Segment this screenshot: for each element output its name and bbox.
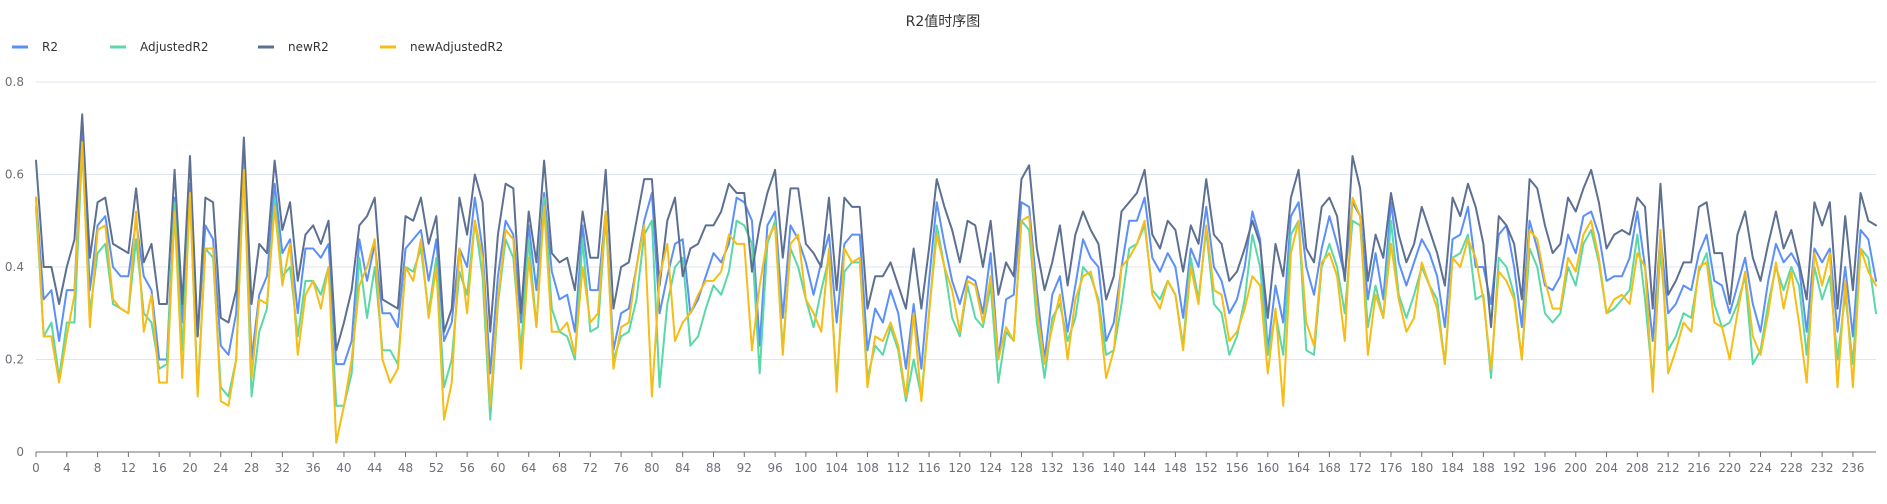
x-axis: 0 4 8 12 16 20 24 28 32 36 40 44 48 52 56 60 64 68 72 76 80 8… [32,451,1876,475]
x-tick-label: 204 [1595,461,1618,475]
x-tick-label: 140 [1102,461,1125,475]
y-tick-label: 0.8 [5,75,24,89]
x-tick-label: 24 [213,461,228,475]
x-tick-label: 56 [459,461,474,475]
x-tick-label: 144 [1133,461,1156,475]
series-line-newR2 [35,113,1877,352]
x-tick-label: 236 [1841,461,1864,475]
x-tick-label: 32 [275,461,290,475]
x-tick-label: 168 [1318,461,1341,475]
x-tick-label: 180 [1410,461,1433,475]
x-tick-label: 112 [887,461,910,475]
series-line-newAdjustedR2 [35,141,1877,444]
legend-label: AdjustedR2 [140,40,208,54]
x-tick-label: 200 [1564,461,1587,475]
x-tick-label: 120 [948,461,971,475]
x-tick-label: 92 [737,461,752,475]
legend-label: newAdjustedR2 [410,40,503,54]
chart-title: R2值时序图 [906,14,981,30]
legend-item-AdjustedR2[interactable]: AdjustedR2 [110,40,208,54]
legend-label: R2 [42,40,58,54]
x-tick-label: 12 [121,461,136,475]
x-tick-label: 116 [918,461,941,475]
legend: R2 AdjustedR2 newR2 newAdjustedR2 [12,40,503,54]
legend-label: newR2 [288,40,329,54]
legend-item-newR2[interactable]: newR2 [258,40,329,54]
x-tick-label: 152 [1195,461,1218,475]
y-tick-label: 0.2 [5,353,24,367]
y-tick-label: 0.6 [5,168,24,182]
legend-item-newAdjustedR2[interactable]: newAdjustedR2 [380,40,503,54]
y-axis: 0 0.2 0.4 0.6 0.8 [5,75,24,459]
x-tick-label: 196 [1534,461,1557,475]
x-tick-label: 52 [429,461,444,475]
x-tick-label: 76 [613,461,628,475]
x-tick-label: 228 [1780,461,1803,475]
x-tick-label: 188 [1472,461,1495,475]
x-tick-label: 172 [1349,461,1372,475]
x-tick-label: 36 [306,461,321,475]
x-tick-label: 16 [152,461,167,475]
x-tick-label: 128 [1010,461,1033,475]
series-line-R2 [35,127,1877,375]
x-tick-label: 136 [1072,461,1095,475]
x-tick-label: 4 [63,461,71,475]
x-tick-label: 160 [1256,461,1279,475]
x-tick-label: 8 [94,461,102,475]
x-tick-label: 176 [1380,461,1403,475]
x-tick-label: 96 [767,461,782,475]
x-tick-label: 48 [398,461,413,475]
y-tick-label: 0.4 [5,260,24,274]
x-tick-label: 84 [675,461,690,475]
x-tick-label: 232 [1811,461,1834,475]
x-tick-label: 192 [1503,461,1526,475]
x-tick-label: 72 [583,461,598,475]
x-tick-label: 124 [979,461,1002,475]
x-tick-label: 40 [336,461,351,475]
x-tick-label: 20 [182,461,197,475]
x-tick-label: 224 [1749,461,1772,475]
x-tick-label: 216 [1687,461,1710,475]
legend-item-R2[interactable]: R2 [12,40,58,54]
x-tick-label: 28 [244,461,259,475]
x-tick-label: 80 [644,461,659,475]
x-tick-label: 64 [521,461,536,475]
x-tick-label: 212 [1657,461,1680,475]
x-tick-label: 104 [825,461,848,475]
x-tick-label: 184 [1441,461,1464,475]
x-tick-label: 208 [1626,461,1649,475]
x-tick-label: 132 [1041,461,1064,475]
series-line-AdjustedR2 [35,145,1877,421]
x-tick-label: 44 [367,461,382,475]
x-tick-label: 0 [32,461,40,475]
x-tick-label: 68 [552,461,567,475]
x-tick-label: 108 [856,461,879,475]
x-tick-label: 100 [794,461,817,475]
x-tick-label: 156 [1226,461,1249,475]
series-layer [35,113,1877,444]
x-tick-label: 60 [490,461,505,475]
y-tick-label: 0 [16,445,24,459]
x-tick-label: 220 [1718,461,1741,475]
y-grid [36,81,1876,360]
x-tick-label: 148 [1164,461,1187,475]
x-tick-label: 164 [1287,461,1310,475]
x-tick-label: 88 [706,461,721,475]
